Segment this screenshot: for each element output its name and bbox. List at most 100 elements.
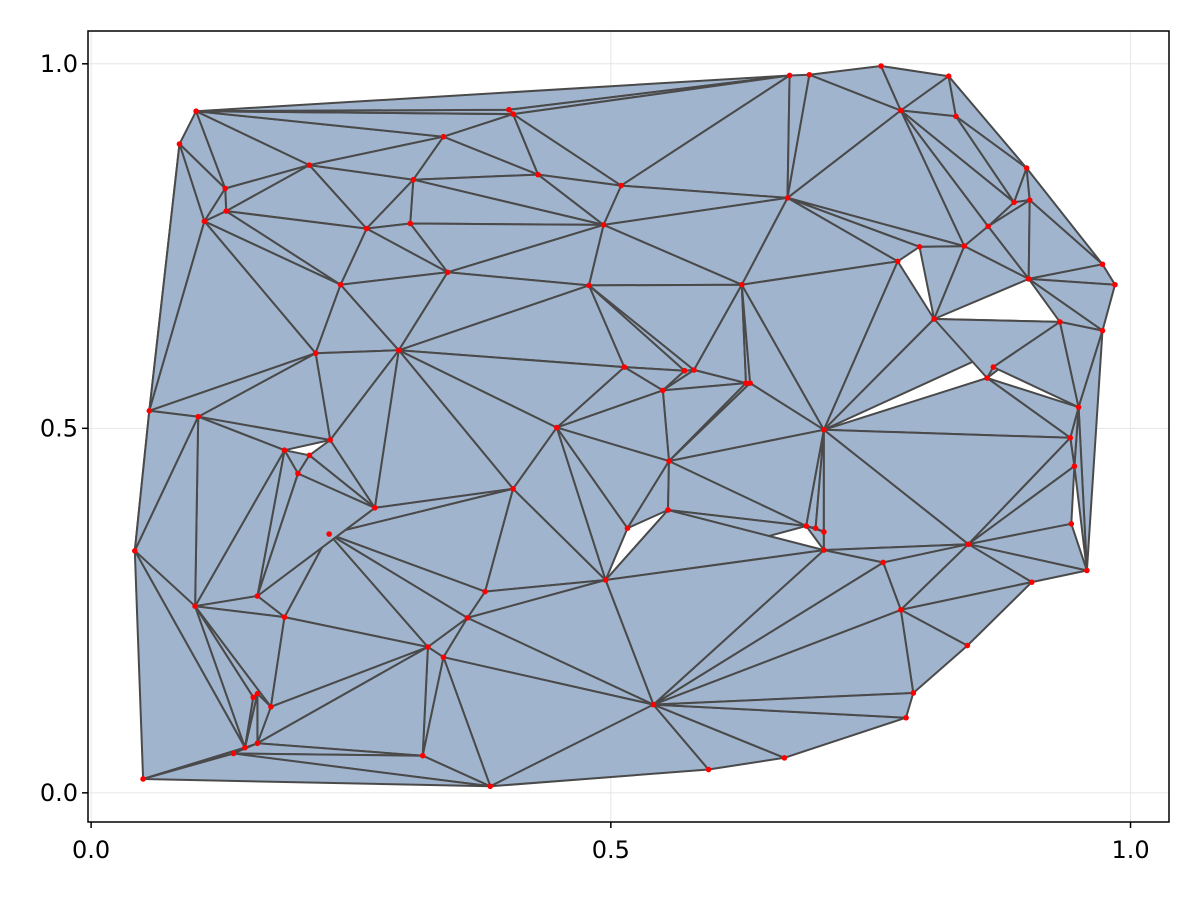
data-point (931, 316, 937, 322)
data-point (223, 208, 230, 214)
triangle (297, 454, 376, 509)
data-point (326, 531, 332, 537)
data-point (295, 470, 301, 477)
data-point (306, 452, 313, 459)
data-point (419, 752, 426, 759)
y-tick-label: 0.0 (40, 779, 78, 807)
data-points (131, 63, 1118, 790)
data-point (1026, 197, 1033, 203)
data-point (894, 258, 901, 265)
data-point (965, 541, 972, 548)
data-point (1057, 319, 1063, 325)
data-point (337, 281, 344, 288)
data-point (464, 615, 471, 621)
triangle-mesh (133, 65, 1116, 788)
data-point (821, 547, 827, 553)
data-point (230, 750, 237, 757)
data-point (600, 222, 607, 228)
data-point (407, 220, 414, 227)
data-point (624, 525, 631, 531)
data-point (506, 106, 512, 113)
data-point (312, 350, 319, 357)
data-point (953, 113, 959, 120)
data-point (201, 218, 208, 225)
data-point (410, 176, 417, 183)
data-point (806, 71, 813, 78)
data-point (586, 282, 592, 289)
x-tick-label: 1.0 (1111, 836, 1149, 864)
data-point (910, 690, 917, 696)
data-point (1099, 261, 1106, 268)
data-point (372, 504, 378, 511)
data-point (602, 577, 609, 583)
data-point (1071, 463, 1078, 470)
data-point (743, 380, 749, 386)
data-point (444, 269, 451, 276)
data-point (803, 523, 810, 529)
data-point (254, 690, 261, 697)
data-point (146, 408, 153, 414)
data-point (395, 347, 402, 354)
data-point (1068, 521, 1075, 527)
y-tick-label: 1.0 (40, 50, 78, 78)
data-point (281, 447, 288, 453)
data-point (1099, 327, 1106, 334)
plot-frame (87, 30, 1170, 823)
data-point (1067, 435, 1074, 441)
data-point (618, 182, 625, 189)
data-point (961, 243, 968, 249)
data-point (878, 63, 884, 69)
x-tick-label: 0.0 (72, 836, 110, 864)
data-point (242, 744, 248, 751)
data-point (903, 714, 909, 721)
data-point (747, 380, 753, 386)
data-point (880, 559, 886, 566)
data-point (984, 375, 990, 381)
data-point (821, 529, 827, 535)
data-point (990, 364, 997, 370)
data-point (738, 281, 745, 288)
data-point (482, 588, 488, 595)
data-point (327, 437, 333, 443)
data-point (487, 783, 494, 790)
data-point (1025, 276, 1032, 282)
axes: 0.0 0.5 1.0 0.0 0.5 1.0 (40, 50, 1150, 864)
data-point (621, 364, 628, 370)
data-point (131, 548, 138, 554)
data-point (192, 603, 198, 610)
data-point (665, 507, 671, 513)
data-point (510, 111, 516, 117)
data-point (786, 72, 793, 79)
data-point (964, 642, 971, 649)
data-point (425, 644, 431, 650)
data-point (254, 593, 261, 599)
data-point (1075, 404, 1082, 410)
data-point (781, 755, 788, 761)
data-point (784, 195, 791, 201)
data-point (363, 225, 370, 232)
data-point (681, 367, 688, 374)
data-point (176, 141, 183, 147)
data-point (916, 243, 923, 250)
data-point (898, 107, 904, 114)
data-point (222, 185, 229, 192)
data-point (193, 108, 199, 114)
triangle (142, 752, 492, 788)
data-point (945, 73, 952, 79)
data-point (1023, 165, 1030, 171)
data-point (650, 701, 657, 708)
data-point (195, 413, 201, 420)
data-point (1112, 281, 1118, 288)
data-point (985, 223, 991, 230)
data-point (691, 367, 697, 373)
data-point (1011, 199, 1017, 206)
data-point (250, 694, 257, 701)
data-point (440, 654, 447, 661)
data-point (306, 162, 313, 168)
data-point (660, 387, 666, 394)
data-point (281, 614, 288, 620)
data-point (666, 458, 672, 464)
data-point (535, 171, 541, 178)
